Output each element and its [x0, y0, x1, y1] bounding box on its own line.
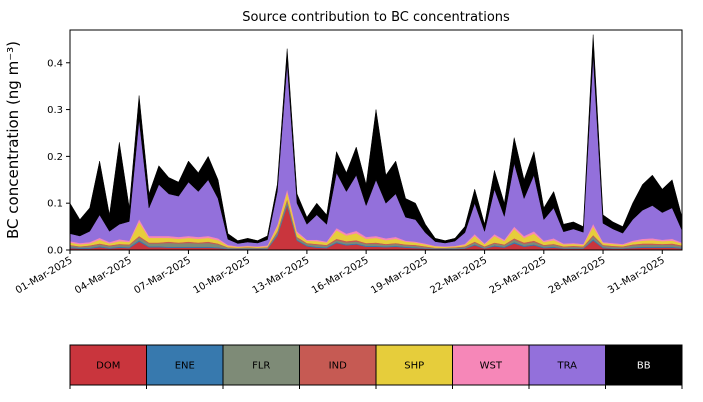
y-tick-label: 0.0 [47, 246, 63, 257]
chart-title: Source contribution to BC concentrations [242, 10, 510, 25]
x-tick-label: 07-Mar-2025 [132, 255, 193, 296]
axes: 0.0 0.1 0.2 0.3 0.4 01-Mar-202504-Mar-202507-… [14, 29, 683, 296]
x-tick-label: 19-Mar-2025 [369, 255, 430, 296]
legend-label-SHP: SHP [404, 361, 424, 372]
x-tick-label: 25-Mar-2025 [488, 255, 549, 296]
y-tick-label: 0.4 [47, 58, 63, 69]
x-tick-label: 13-Mar-2025 [251, 255, 312, 296]
legend-label-BB: BB [637, 361, 651, 372]
legend-label-FLR: FLR [252, 361, 270, 372]
x-tick-label: 31-Mar-2025 [606, 255, 667, 296]
plot-frame [69, 29, 683, 251]
legend: DOM ENE FLR IND SHP WST TRA BB [69, 344, 683, 389]
x-tick-label: 28-Mar-2025 [547, 255, 608, 296]
y-tick-label: 0.3 [47, 105, 63, 116]
x-tick-label: 10-Mar-2025 [192, 255, 253, 296]
legend-swatch-IND [299, 344, 377, 386]
x-tick-label: 16-Mar-2025 [310, 255, 371, 296]
legend-label-TRA: TRA [557, 361, 578, 372]
legend-swatch-FLR [222, 344, 300, 386]
x-tick-label: 04-Mar-2025 [73, 255, 134, 296]
legend-label-IND: IND [329, 361, 347, 372]
x-tick-label: 01-Mar-2025 [14, 255, 75, 296]
legend-label-WST: WST [480, 361, 503, 372]
y-tick-label: 0.2 [47, 152, 63, 163]
legend-label-ENE: ENE [175, 361, 195, 372]
legend-label-DOM: DOM [96, 361, 120, 372]
legend-swatch-BB [605, 344, 683, 386]
y-axis-label: BC concentration (ng m⁻³) [4, 41, 22, 239]
y-tick-label: 0.1 [47, 199, 63, 210]
legend-swatch-SHP [375, 344, 453, 386]
legend-swatch-TRA [528, 344, 606, 386]
x-tick-label: 22-Mar-2025 [428, 255, 489, 296]
plot-areas [69, 34, 683, 251]
